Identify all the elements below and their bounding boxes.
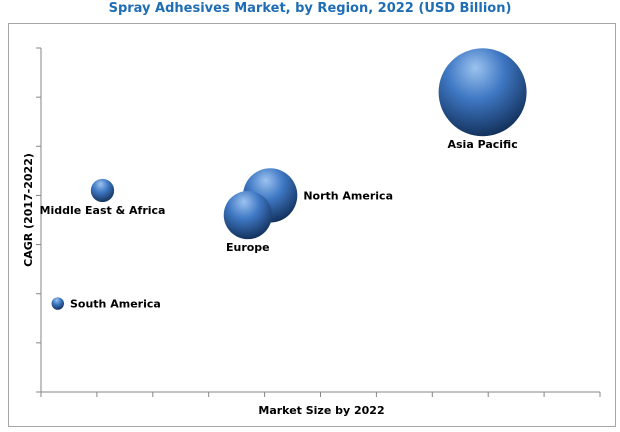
bubble-south-america <box>51 297 64 310</box>
bubble-middle-east-and-africa <box>90 178 115 203</box>
label-south-america: South America <box>70 298 161 311</box>
y-axis-label: CAGR (2017-2022) <box>22 153 35 267</box>
bubble-europe <box>223 190 272 240</box>
bubble-asia-pacific <box>438 48 527 137</box>
label-middle-east-and-africa: Middle East & Africa <box>40 204 166 217</box>
label-north-america: North America <box>303 189 393 202</box>
label-europe: Europe <box>226 241 270 254</box>
chart-title: Spray Adhesives Market, by Region, 2022 … <box>108 1 512 16</box>
chart-frame <box>8 23 616 427</box>
x-axis-label: Market Size by 2022 <box>258 404 384 417</box>
label-asia-pacific: Asia Pacific <box>447 138 517 151</box>
